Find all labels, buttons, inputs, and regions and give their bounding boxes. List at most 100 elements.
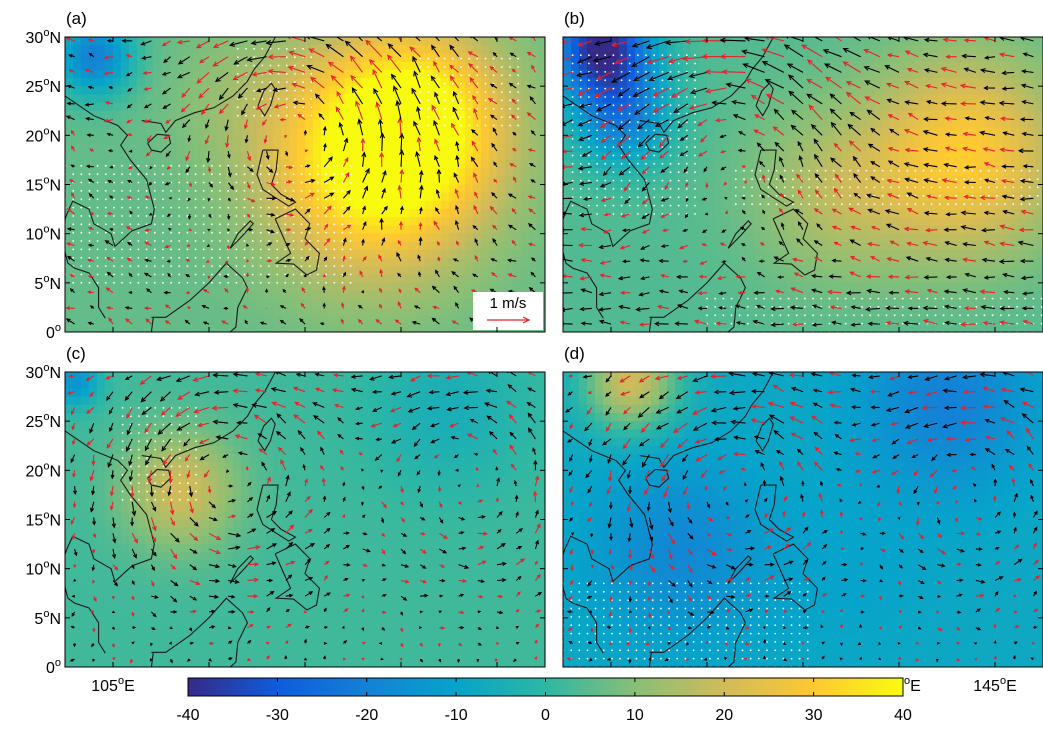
wind-vector	[304, 255, 310, 262]
wind-vector	[141, 406, 152, 416]
wind-vector	[472, 94, 479, 105]
wind-vector	[227, 640, 233, 644]
wind-vector	[773, 429, 785, 440]
wind-vector	[370, 422, 382, 428]
wind-vector	[266, 196, 277, 201]
wind-vector	[527, 387, 536, 393]
wind-vector	[86, 406, 95, 414]
wind-vector	[653, 321, 669, 327]
wind-vector	[917, 532, 925, 540]
wind-vector	[628, 659, 632, 664]
wind-vector	[106, 211, 114, 216]
reference-vector-label: 1 m/s	[490, 295, 527, 312]
wind-vector	[668, 548, 673, 560]
wind-vector	[952, 485, 957, 490]
wind-vector	[699, 260, 708, 265]
wind-vector	[740, 467, 746, 471]
wind-vector	[673, 103, 689, 113]
wind-vector	[342, 496, 346, 502]
wind-vector	[1021, 401, 1034, 408]
wind-vector	[104, 101, 114, 105]
wind-vector	[743, 481, 747, 487]
wind-vector	[975, 608, 982, 613]
wind-vector	[831, 258, 842, 263]
wind-vectors	[65, 37, 536, 326]
wind-vector	[619, 320, 631, 325]
wind-vector	[150, 564, 155, 572]
wind-vectors	[565, 372, 1040, 664]
wind-vector	[764, 79, 785, 89]
wind-vector	[361, 485, 365, 491]
wind-vector	[228, 532, 242, 538]
wind-vector	[72, 501, 77, 509]
wind-vector	[176, 39, 190, 45]
wind-vector	[337, 433, 344, 440]
wind-vector	[241, 103, 248, 116]
wind-vector	[469, 76, 479, 89]
wind-vector	[109, 228, 114, 232]
wind-vector	[688, 103, 708, 111]
wind-vector	[706, 517, 714, 522]
wind-vector	[161, 438, 172, 452]
wind-vector	[462, 389, 478, 395]
wind-vector	[929, 469, 938, 478]
wind-vector	[687, 580, 693, 588]
coastline	[563, 37, 818, 332]
wind-vector	[251, 402, 267, 408]
wind-vector	[208, 548, 221, 555]
wind-vector	[891, 469, 900, 475]
wind-vector	[126, 119, 133, 124]
wind-vector	[487, 98, 498, 105]
wind-vector	[228, 657, 233, 661]
wind-vector	[994, 560, 1001, 566]
wind-vector	[103, 118, 114, 123]
wind-vector	[802, 593, 808, 597]
wind-vector	[144, 228, 152, 232]
wind-vector	[810, 273, 823, 279]
wind-vector	[361, 595, 365, 599]
wind-vector	[381, 610, 387, 614]
wind-vector	[375, 437, 382, 442]
wind-vector	[397, 37, 402, 42]
colorbar: -40 -30 -20 -10 0 10 20 30 40	[176, 677, 912, 724]
wind-vector	[641, 229, 650, 234]
wind-vector	[266, 590, 275, 597]
wind-vector	[885, 223, 900, 231]
wind-vector	[473, 204, 479, 215]
wind-vector	[1030, 478, 1034, 487]
wind-vector	[265, 40, 286, 46]
wind-vector	[779, 174, 785, 183]
wind-vector	[285, 243, 291, 247]
wind-vector	[751, 404, 765, 409]
wind-vector	[731, 99, 746, 105]
wind-vector	[975, 516, 983, 521]
wind-vector	[810, 372, 823, 377]
wind-vector	[111, 595, 115, 600]
wind-vector	[105, 306, 114, 310]
wind-vector	[378, 254, 383, 262]
wind-vector	[1002, 209, 1015, 215]
wind-vector	[698, 274, 708, 279]
wind-vector	[506, 372, 517, 377]
wind-vector	[458, 546, 467, 551]
wind-vector	[833, 241, 842, 247]
wind-vector	[892, 454, 900, 459]
wind-vector	[381, 593, 387, 598]
wind-vector	[945, 275, 957, 280]
wind-vector	[753, 129, 765, 136]
wind-vector	[812, 402, 823, 408]
wind-vector	[400, 579, 410, 584]
wind-vector	[131, 611, 135, 618]
wind-vector	[925, 228, 938, 233]
wind-vector	[867, 321, 880, 326]
wind-vector	[570, 501, 574, 507]
wind-vector	[760, 226, 765, 231]
wind-vector	[437, 256, 441, 262]
wind-vector	[392, 422, 402, 428]
wind-vector	[983, 275, 996, 280]
wind-vector	[388, 374, 402, 380]
wind-vector	[660, 197, 669, 202]
wind-vector	[419, 564, 427, 569]
wind-vector	[801, 642, 805, 646]
wind-vector	[628, 580, 632, 585]
